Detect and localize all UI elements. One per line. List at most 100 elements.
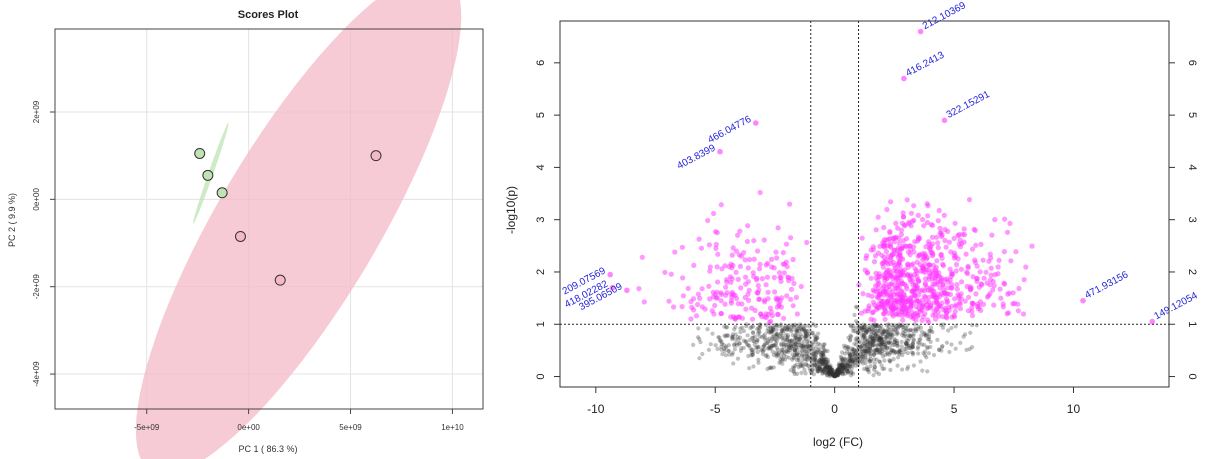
significant-point bbox=[695, 291, 702, 297]
nonsignificant-point bbox=[894, 330, 900, 335]
nonsignificant-point bbox=[720, 352, 725, 357]
nonsignificant-point bbox=[840, 350, 845, 355]
nonsignificant-point bbox=[868, 364, 873, 369]
nonsignificant-point bbox=[827, 370, 833, 375]
nonsignificant-point bbox=[867, 359, 873, 364]
nonsignificant-point bbox=[789, 342, 794, 347]
nonsignificant-point bbox=[730, 350, 735, 355]
nonsignificant-point bbox=[877, 339, 882, 344]
nonsignificant-point bbox=[836, 367, 841, 373]
nonsignificant-point bbox=[875, 328, 880, 333]
nonsignificant-point bbox=[889, 349, 894, 354]
nonsignificant-point bbox=[751, 338, 756, 344]
significant-point bbox=[713, 241, 719, 248]
nonsignificant-point bbox=[841, 369, 846, 374]
nonsignificant-point bbox=[834, 371, 839, 376]
nonsignificant-point bbox=[868, 340, 873, 345]
significant-point bbox=[911, 249, 917, 255]
nonsignificant-point bbox=[944, 340, 950, 345]
significant-point bbox=[905, 249, 912, 255]
nonsignificant-point bbox=[865, 342, 870, 347]
nonsignificant-point bbox=[793, 353, 798, 358]
nonsignificant-point bbox=[793, 328, 799, 333]
nonsignificant-point bbox=[862, 348, 867, 354]
nonsignificant-point bbox=[907, 336, 912, 341]
significant-point bbox=[917, 301, 923, 307]
significant-point bbox=[726, 264, 732, 270]
significant-point bbox=[772, 289, 778, 295]
nonsignificant-point bbox=[856, 362, 861, 367]
significant-point bbox=[907, 273, 913, 279]
nonsignificant-point bbox=[910, 344, 916, 349]
volcano-point-label: 466.04776 bbox=[706, 114, 753, 146]
significant-point bbox=[769, 256, 775, 262]
significant-point bbox=[891, 262, 898, 268]
nonsignificant-point bbox=[842, 356, 847, 361]
nonsignificant-point bbox=[872, 335, 877, 340]
nonsignificant-point bbox=[915, 346, 920, 351]
nonsignificant-point bbox=[829, 369, 834, 375]
nonsignificant-point bbox=[786, 324, 791, 329]
nonsignificant-point bbox=[814, 364, 819, 369]
nonsignificant-point bbox=[770, 329, 775, 334]
scores-plot-title: Scores Plot bbox=[238, 9, 299, 21]
nonsignificant-point bbox=[849, 355, 854, 360]
nonsignificant-point bbox=[836, 369, 841, 374]
nonsignificant-point bbox=[843, 371, 848, 376]
nonsignificant-point bbox=[727, 352, 732, 357]
nonsignificant-point bbox=[833, 373, 838, 378]
nonsignificant-point bbox=[880, 349, 885, 354]
nonsignificant-point bbox=[790, 365, 796, 370]
nonsignificant-point bbox=[829, 372, 834, 377]
nonsignificant-point bbox=[893, 328, 898, 333]
nonsignificant-point bbox=[765, 340, 770, 345]
nonsignificant-point bbox=[756, 331, 761, 336]
significant-point bbox=[735, 232, 741, 238]
significant-point bbox=[742, 257, 748, 263]
significant-point bbox=[973, 242, 979, 248]
significant-point bbox=[917, 235, 923, 241]
nonsignificant-point bbox=[842, 365, 847, 370]
nonsignificant-point bbox=[863, 336, 868, 341]
nonsignificant-point bbox=[961, 334, 966, 339]
nonsignificant-point bbox=[788, 342, 794, 347]
nonsignificant-point bbox=[801, 344, 806, 349]
nonsignificant-point bbox=[806, 338, 811, 343]
nonsignificant-point bbox=[784, 349, 789, 354]
nonsignificant-point bbox=[752, 339, 757, 344]
nonsignificant-point bbox=[904, 341, 909, 346]
nonsignificant-point bbox=[831, 373, 837, 378]
nonsignificant-point bbox=[884, 341, 890, 346]
nonsignificant-point bbox=[815, 368, 820, 373]
nonsignificant-point bbox=[719, 347, 724, 352]
significant-point bbox=[935, 240, 941, 246]
nonsignificant-point bbox=[759, 348, 764, 353]
nonsignificant-point bbox=[877, 325, 882, 330]
significant-point bbox=[992, 217, 998, 223]
significant-point bbox=[980, 301, 987, 307]
nonsignificant-point bbox=[891, 325, 896, 330]
nonsignificant-point bbox=[869, 339, 874, 344]
nonsignificant-point bbox=[886, 330, 891, 335]
nonsignificant-point bbox=[873, 326, 878, 331]
nonsignificant-point bbox=[880, 341, 885, 346]
nonsignificant-point bbox=[833, 372, 838, 377]
nonsignificant-point bbox=[837, 363, 842, 368]
nonsignificant-point bbox=[801, 327, 806, 332]
nonsignificant-point bbox=[872, 322, 878, 327]
significant-point bbox=[715, 279, 721, 285]
nonsignificant-point bbox=[755, 349, 760, 355]
group-2-score-point bbox=[370, 150, 382, 162]
nonsignificant-point bbox=[905, 338, 911, 343]
nonsignificant-point bbox=[842, 345, 847, 350]
nonsignificant-point bbox=[891, 329, 896, 334]
nonsignificant-point bbox=[705, 327, 710, 332]
nonsignificant-point bbox=[853, 337, 858, 342]
nonsignificant-point bbox=[897, 322, 902, 327]
significant-point bbox=[904, 262, 911, 268]
nonsignificant-point bbox=[900, 353, 905, 358]
significant-point bbox=[899, 295, 905, 301]
nonsignificant-point bbox=[730, 352, 735, 357]
nonsignificant-point bbox=[770, 343, 776, 348]
nonsignificant-point bbox=[806, 346, 811, 351]
